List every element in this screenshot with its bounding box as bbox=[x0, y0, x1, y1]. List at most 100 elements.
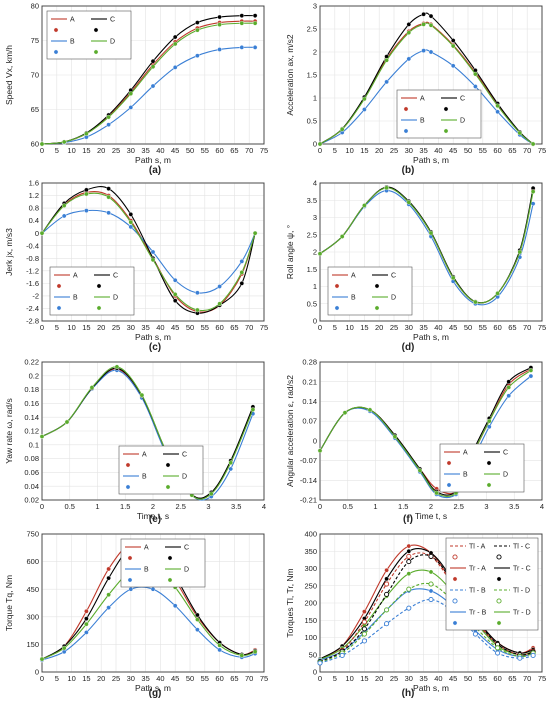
legend-box bbox=[49, 266, 135, 316]
legend-label: C bbox=[184, 545, 189, 552]
x-tick-label: 0 bbox=[318, 146, 322, 155]
data-point-Tl-B bbox=[530, 652, 536, 658]
legend-label: D bbox=[110, 39, 115, 46]
plot-frame bbox=[41, 5, 265, 145]
legend: A C B D bbox=[46, 10, 132, 60]
data-point-B bbox=[150, 249, 156, 255]
legend-marker bbox=[486, 460, 492, 466]
data-point-Tr-A bbox=[384, 567, 389, 573]
x-tick-label: 75 bbox=[538, 674, 546, 683]
data-point-C bbox=[406, 22, 412, 27]
legend-marker bbox=[443, 128, 449, 134]
x-tick-label: 30 bbox=[405, 323, 413, 332]
y-tick-label: 0.22 bbox=[24, 358, 39, 367]
y-tick-label: 150 bbox=[26, 640, 39, 649]
x-tick-label: 40 bbox=[156, 674, 164, 683]
x-tick-label: 50 bbox=[464, 674, 472, 683]
legend-marker bbox=[167, 577, 173, 583]
legend-marker bbox=[452, 620, 458, 626]
legend-label: B bbox=[142, 474, 147, 481]
x-tick-label: 0.5 bbox=[343, 502, 353, 511]
data-point-Tl-A bbox=[361, 619, 367, 625]
data-point-B bbox=[128, 224, 134, 230]
y-tick-label: 0.28 bbox=[302, 358, 317, 367]
data-point-D bbox=[39, 434, 45, 439]
legend-label: D bbox=[503, 472, 508, 479]
y-tick-label: 0.2 bbox=[29, 371, 39, 380]
data-point-C bbox=[421, 11, 426, 17]
data-point-B bbox=[528, 373, 534, 379]
y-tick-label: 4 bbox=[313, 179, 317, 188]
data-point-D bbox=[239, 20, 245, 26]
x-tick-label: 3.5 bbox=[509, 502, 519, 511]
x-tick-label: 70 bbox=[245, 146, 253, 155]
y-tick-label: 400 bbox=[304, 530, 317, 539]
plot-frame bbox=[319, 5, 543, 145]
data-point-D bbox=[428, 230, 434, 236]
x-tick-label: 75 bbox=[260, 323, 268, 332]
data-point-B bbox=[239, 259, 245, 264]
legend-label: D bbox=[113, 295, 118, 302]
legend-marker bbox=[374, 283, 380, 289]
data-point-B bbox=[217, 647, 222, 653]
y-tick-label: 2 bbox=[313, 48, 317, 57]
legend-box bbox=[445, 537, 539, 631]
x-tick-label: 2.5 bbox=[176, 502, 186, 511]
data-point-D bbox=[339, 126, 345, 132]
plot-frame bbox=[41, 533, 265, 673]
legend-label: B bbox=[351, 295, 356, 302]
data-point-C bbox=[106, 186, 111, 191]
legend-label: A bbox=[144, 545, 149, 552]
y-tick-label: 2.5 bbox=[307, 230, 317, 239]
x-tick-label: 65 bbox=[508, 146, 516, 155]
data-point-C bbox=[195, 20, 200, 25]
x-tick-label: 20 bbox=[97, 323, 105, 332]
legend: A C B D bbox=[120, 538, 206, 588]
data-point-D bbox=[473, 71, 478, 77]
x-tick-label: 75 bbox=[538, 146, 546, 155]
x-tick-label: 2 bbox=[151, 502, 155, 511]
data-point-D bbox=[250, 407, 256, 412]
data-point-C bbox=[172, 298, 178, 303]
legend-label: D bbox=[182, 474, 187, 481]
data-point-Tl-B bbox=[317, 660, 323, 666]
y-axis-label: Torques Tl, Tr, Nm bbox=[285, 568, 295, 637]
x-tick-label: 45 bbox=[449, 323, 457, 332]
data-point-C bbox=[106, 575, 111, 581]
data-point-B bbox=[473, 84, 478, 89]
x-tick-label: 70 bbox=[523, 674, 531, 683]
legend: A C B D bbox=[49, 266, 135, 316]
y-axis-label: Roll angle ψ, ° bbox=[285, 225, 295, 279]
data-point-D bbox=[417, 468, 423, 473]
x-tick-label: 0.5 bbox=[65, 502, 75, 511]
x-tick-label: 5 bbox=[333, 146, 337, 155]
legend-marker bbox=[93, 27, 99, 33]
x-tick-label: 30 bbox=[405, 146, 413, 155]
legend-marker bbox=[127, 555, 133, 561]
legend: Tl - A Tl - C Tr - A Tr - C Tl - B Tl - D Tr -… bbox=[445, 537, 539, 631]
data-point-D bbox=[150, 64, 156, 70]
data-point-D bbox=[208, 491, 214, 497]
legend-label: B bbox=[73, 295, 78, 302]
y-tick-label: 60 bbox=[31, 140, 39, 149]
panel-caption: (a) bbox=[149, 165, 161, 176]
data-point-D bbox=[362, 96, 367, 102]
x-tick-label: 65 bbox=[230, 323, 238, 332]
legend-label: Tl - A bbox=[469, 544, 486, 551]
data-point-D bbox=[150, 257, 156, 263]
plot-frame bbox=[319, 361, 543, 501]
data-point-D bbox=[89, 385, 95, 390]
data-point-B bbox=[84, 208, 89, 213]
y-axis-label: Jerk jx, m/s3 bbox=[4, 228, 14, 276]
y-tick-label: 450 bbox=[26, 585, 39, 594]
legend-marker bbox=[496, 554, 502, 560]
y-tick-label: 0.21 bbox=[302, 377, 317, 386]
x-tick-label: 55 bbox=[201, 323, 209, 332]
y-tick-label: 0.18 bbox=[24, 385, 39, 394]
x-tick-label: 40 bbox=[434, 323, 442, 332]
y-tick-label: -2 bbox=[32, 292, 39, 301]
data-point-B bbox=[195, 290, 200, 296]
x-tick-label: 15 bbox=[82, 674, 90, 683]
legend-marker bbox=[167, 555, 173, 561]
chart-g: 0 5 10 15 20 25 30 35 40 45 50 55 60 65 70 750150300450… bbox=[4, 530, 268, 699]
